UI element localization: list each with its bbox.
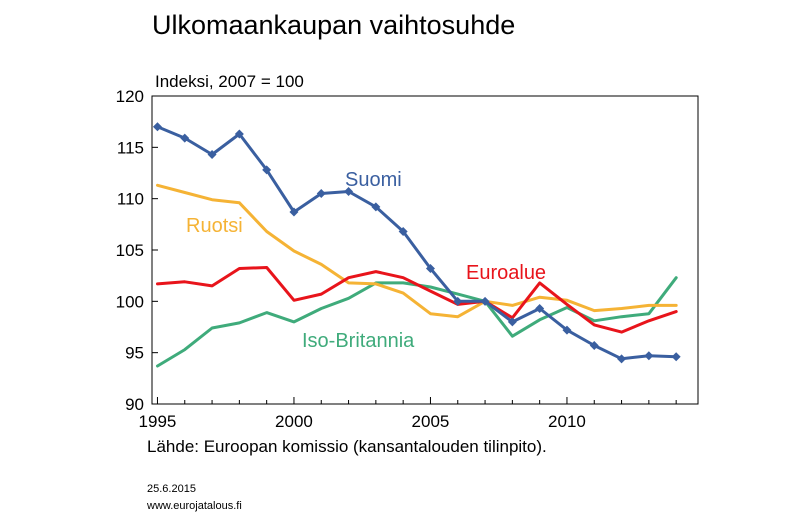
publication-date: 25.6.2015: [147, 483, 196, 495]
x-tick-label: 2005: [412, 412, 450, 431]
data-point: [535, 304, 545, 314]
x-tick-label: 2010: [548, 412, 586, 431]
data-point: [671, 352, 681, 362]
data-point: [371, 202, 381, 212]
data-point: [644, 351, 654, 361]
data-point: [262, 165, 272, 175]
series-label-iso-britannia: Iso-Britannia: [302, 330, 415, 352]
y-tick-label: 95: [125, 344, 144, 363]
series-line-euroalue: [156, 266, 678, 334]
data-point: [617, 354, 627, 364]
y-axis-unit-label: Indeksi, 2007 = 100: [155, 72, 304, 91]
source-note: Lähde: Euroopan komissio (kansantalouden…: [147, 437, 547, 456]
series-label-ruotsi: Ruotsi: [186, 215, 243, 237]
series-label-suomi: Suomi: [345, 169, 402, 191]
series-line-ruotsi: [156, 183, 678, 319]
plot-frame: [151, 95, 699, 405]
data-point: [207, 150, 217, 160]
data-point: [425, 263, 435, 273]
x-tick-label: 1995: [139, 412, 177, 431]
data-point: [480, 296, 490, 306]
series-line-iso-britannia: [156, 276, 678, 368]
data-point: [180, 133, 190, 143]
y-tick-label: 120: [116, 87, 144, 106]
y-tick-label: 105: [116, 241, 144, 260]
data-point: [562, 325, 572, 335]
data-point: [398, 227, 408, 237]
y-tick-label: 90: [125, 395, 144, 414]
data-point: [289, 207, 299, 217]
data-point: [453, 296, 463, 306]
series-line-suomi: [156, 125, 678, 361]
y-tick-label: 100: [116, 292, 144, 311]
data-point: [344, 186, 354, 196]
website-label: www.eurojatalous.fi: [147, 500, 242, 512]
y-tick-label: 110: [117, 190, 144, 209]
chart-title: Ulkomaankaupan vaihtosuhde: [152, 10, 516, 40]
data-point: [589, 340, 599, 350]
data-point: [234, 129, 244, 139]
series-label-euroalue: Euroalue: [466, 262, 546, 284]
data-point: [152, 122, 162, 132]
y-tick-label: 115: [117, 138, 144, 157]
data-point: [507, 317, 517, 327]
x-tick-label: 2000: [275, 412, 313, 431]
data-point: [316, 189, 326, 199]
